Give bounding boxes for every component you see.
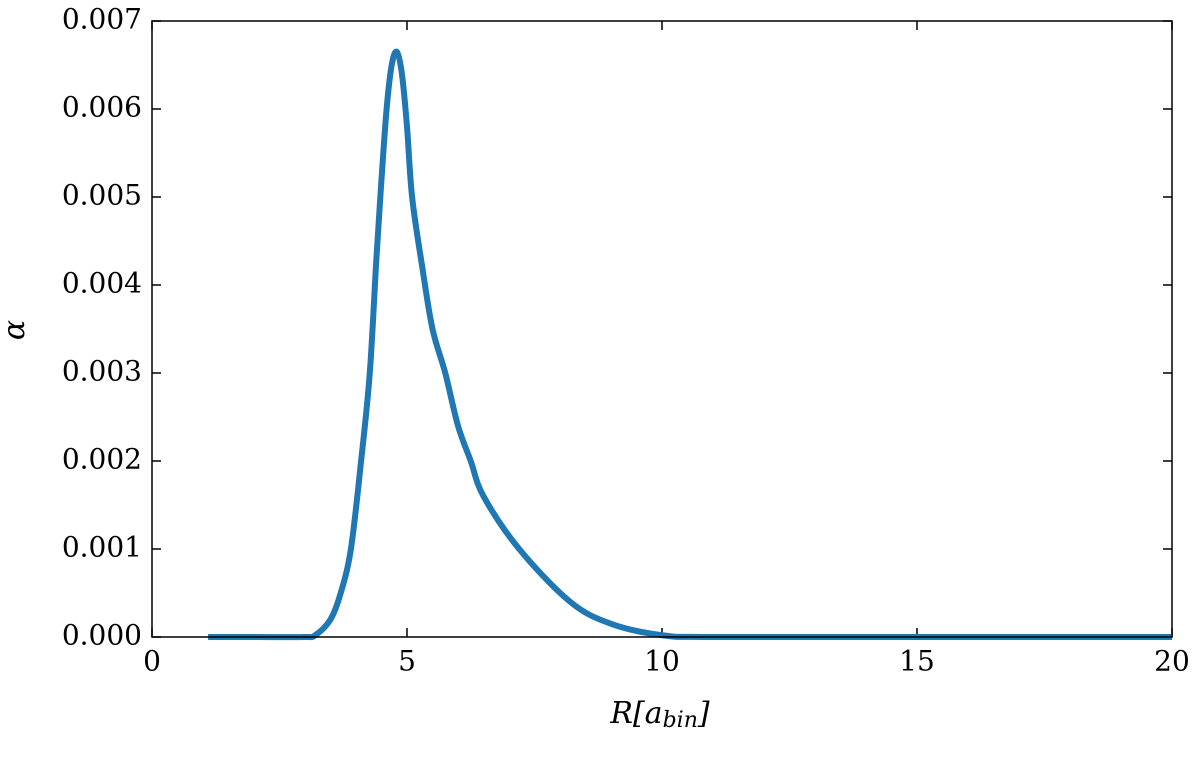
x-tick-label: 20 — [1154, 645, 1190, 678]
x-tick-label: 0 — [143, 645, 161, 678]
x-label-sub: bin — [663, 708, 698, 733]
x-tick-label: 10 — [644, 645, 680, 678]
x-tick-label: 5 — [398, 645, 416, 678]
y-tick-label: 0.001 — [62, 531, 142, 564]
x-axis-label: R[abin] — [609, 696, 709, 733]
y-tick-label: 0.004 — [62, 267, 142, 300]
y-axis-label: α — [0, 320, 32, 340]
x-label-main: R[a — [609, 696, 662, 731]
y-tick-label: 0.005 — [62, 179, 142, 212]
x-tick-label: 15 — [899, 645, 935, 678]
y-tick-label: 0.006 — [62, 91, 142, 124]
y-tick-label: 0.007 — [62, 3, 142, 36]
y-tick-label: 0.000 — [62, 619, 142, 652]
data-line — [208, 48, 1172, 641]
plot-frame — [151, 20, 1173, 638]
y-tick-label: 0.003 — [62, 355, 142, 388]
x-label-close: ] — [697, 696, 710, 731]
y-tick-label: 0.002 — [62, 443, 142, 476]
